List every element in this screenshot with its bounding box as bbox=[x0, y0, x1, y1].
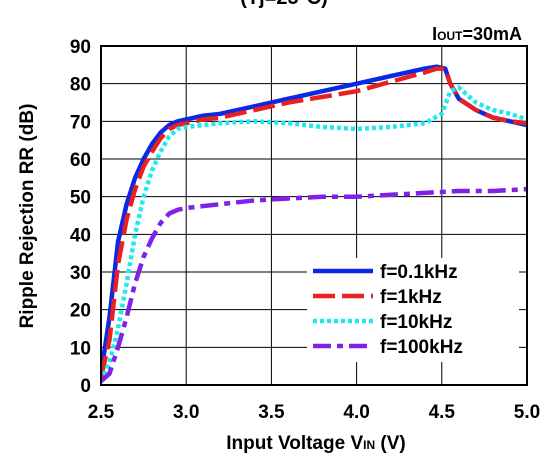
y-tick-label: 80 bbox=[70, 75, 91, 96]
series-line-f=1kHz bbox=[101, 66, 527, 378]
x-tick-label: 4.0 bbox=[343, 402, 369, 423]
y-tick-label: 40 bbox=[70, 225, 91, 246]
annotation-rest: =30mA bbox=[462, 24, 522, 44]
legend-label: f=1kHz bbox=[380, 287, 442, 308]
x-tick-label: 4.5 bbox=[429, 402, 456, 423]
x-axis-title: Input Voltage VIN (V) bbox=[226, 433, 405, 454]
y-axis-title: Ripple Rejection RR (dB) bbox=[17, 104, 38, 329]
y-tick-labels: 0 10 20 30 40 50 60 70 80 90 bbox=[70, 37, 91, 397]
legend-label: f=10kHz bbox=[380, 312, 452, 333]
x-axis-title-sub: IN bbox=[363, 438, 375, 452]
legend: f=0.1kHz f=1kHz f=10kHz f=100kHz bbox=[307, 258, 519, 362]
series-layer bbox=[101, 64, 527, 383]
y-tick-label: 30 bbox=[70, 263, 91, 284]
y-tick-label: 90 bbox=[70, 37, 91, 58]
y-tick-label: 50 bbox=[70, 188, 91, 209]
x-axis-title-main: Input Voltage V bbox=[226, 433, 363, 454]
plot-frame bbox=[100, 45, 528, 386]
y-tick-label: 20 bbox=[70, 301, 91, 322]
x-axis-title-rest: (V) bbox=[375, 433, 406, 454]
series-line-f=100kHz bbox=[101, 186, 527, 383]
legend-label: f=0.1kHz bbox=[380, 262, 458, 283]
y-tick-label: 60 bbox=[70, 150, 91, 171]
annotation-main: I bbox=[432, 24, 437, 44]
x-tick-labels: 2.5 3.0 3.5 4.0 4.5 5.0 bbox=[88, 402, 540, 423]
condition-annotation: IOUT=30mA bbox=[432, 24, 522, 44]
y-tick-label: 70 bbox=[70, 112, 91, 133]
x-tick-label: 3.5 bbox=[258, 402, 285, 423]
y-tick-label: 0 bbox=[80, 376, 91, 397]
legend-label: f=100kHz bbox=[380, 337, 463, 358]
x-tick-label: 5.0 bbox=[514, 402, 540, 423]
series-line-f=10kHz bbox=[101, 85, 527, 383]
x-tick-label: 3.0 bbox=[173, 402, 199, 423]
x-tick-label: 2.5 bbox=[88, 402, 115, 423]
y-tick-label: 10 bbox=[70, 338, 91, 359]
chart-title-fragment: (Tj=25°C) bbox=[240, 0, 327, 9]
annotation-sub: OUT bbox=[437, 29, 463, 43]
